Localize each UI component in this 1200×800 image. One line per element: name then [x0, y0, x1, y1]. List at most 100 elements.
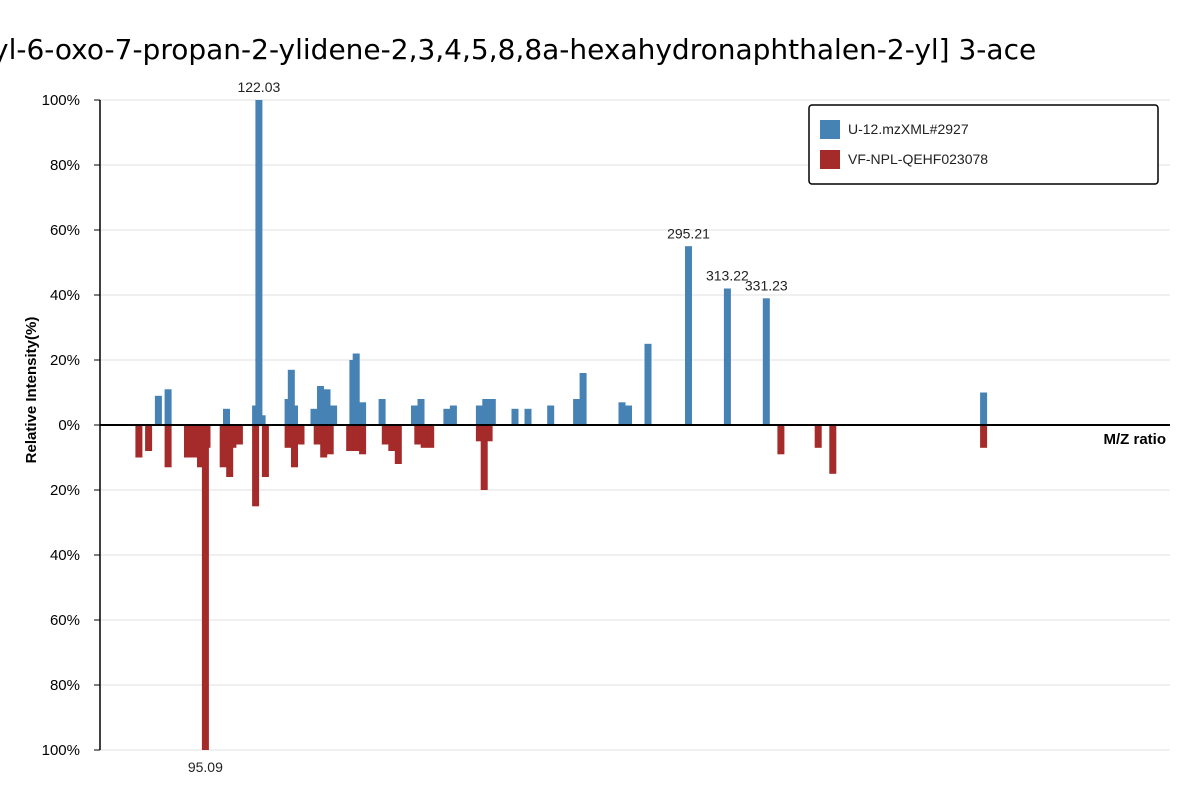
bar-series-1 [511, 408, 519, 426]
bar-series-1 [685, 246, 692, 425]
bar-series-2 [313, 425, 321, 445]
bar-series-1 [475, 405, 483, 425]
bar-series-2 [201, 425, 209, 750]
bar-series-2 [261, 425, 269, 477]
legend-swatch-series-1 [820, 120, 840, 139]
bar-series-2 [480, 425, 488, 490]
peak-label: 122.03 [237, 79, 280, 95]
bar-series-1 [352, 353, 360, 425]
bar-series-2 [184, 425, 191, 458]
bar-series-2 [235, 425, 243, 445]
bar-series-1 [449, 405, 457, 425]
bar-series-1 [488, 399, 496, 425]
y-tick-label: 0% [58, 417, 80, 434]
peak-label: 295.21 [667, 225, 710, 241]
bar-series-2 [320, 425, 328, 458]
bar-series-2 [394, 425, 402, 464]
bar-series-2 [197, 425, 204, 468]
bar-series-1 [317, 386, 324, 425]
bar-series-1 [482, 399, 490, 425]
bar-series-2 [485, 425, 493, 442]
y-tick-label: 20% [50, 352, 80, 369]
bar-series-1 [154, 395, 162, 426]
bar-series-2 [284, 425, 292, 448]
bar-series-2 [346, 425, 354, 451]
bar-series-2 [420, 425, 428, 448]
y-tick-label: 20% [50, 482, 80, 499]
bar-series-1 [164, 389, 172, 426]
bar-series-2 [135, 425, 143, 458]
bar-series-2 [229, 425, 237, 448]
chart-title: yl-6-oxo-7-propan-2-ylidene-2,3,4,5,8,8a… [0, 33, 1200, 66]
bar-series-2 [203, 425, 211, 448]
bar-series-1 [723, 288, 731, 425]
bar-series-1 [625, 405, 632, 425]
bar-series-1 [291, 405, 298, 425]
y-axis-title: Relative Intensity(%) [23, 317, 40, 464]
bar-series-2 [297, 425, 305, 445]
bar-series-1 [644, 343, 652, 426]
bar-series-1 [524, 408, 532, 426]
bar-series-2 [414, 425, 422, 445]
y-tick-label: 100% [42, 92, 80, 109]
bar-series-1 [359, 402, 367, 426]
bars-group [135, 100, 988, 750]
bar-series-1 [330, 405, 338, 425]
bar-series-1 [618, 402, 626, 426]
bar-series-1 [323, 389, 331, 426]
bar-series-1 [573, 399, 581, 425]
bar-series-1 [310, 408, 318, 426]
legend-swatch-series-2 [820, 150, 840, 169]
y-tick-label: 60% [50, 222, 80, 239]
y-tick-label: 60% [50, 612, 80, 629]
bar-series-2 [814, 425, 822, 448]
chart-title-text: yl-6-oxo-7-propan-2-ylidene-2,3,4,5,8,8a… [0, 33, 1037, 66]
y-tick-label: 40% [50, 547, 80, 564]
x-axis-title: M/Z ratio [1104, 431, 1167, 448]
bar-series-2 [427, 425, 435, 448]
bar-series-2 [291, 425, 298, 468]
bar-series-1 [579, 373, 587, 425]
bar-series-1 [547, 405, 555, 425]
y-tick-label: 100% [42, 742, 80, 759]
grid-lines [100, 99, 1170, 751]
legend-label-series-2: VF-NPL-QEHF023078 [848, 151, 988, 167]
bar-series-2 [226, 425, 234, 477]
bar-series-1 [762, 298, 770, 426]
bar-series-2 [252, 425, 260, 507]
bar-series-2 [475, 425, 483, 442]
bar-series-1 [417, 399, 425, 425]
legend-label-series-1: U-12.mzXML#2927 [848, 121, 969, 137]
bar-series-2 [829, 425, 837, 474]
bar-series-2 [145, 425, 153, 451]
bar-series-2 [164, 425, 172, 468]
y-tick-label: 40% [50, 287, 80, 304]
peak-label: 95.09 [188, 759, 223, 775]
y-tick-labels: 100% 80% 60% 40% 20% 0% 20% 40% 60% 80% 100% [42, 92, 100, 759]
bar-series-2 [219, 425, 227, 468]
bar-series-2 [352, 425, 360, 451]
bar-series-1 [287, 369, 295, 426]
bar-series-1 [378, 399, 386, 425]
bar-series-1 [443, 408, 451, 426]
bar-series-2 [326, 425, 334, 455]
bar-series-2 [359, 425, 367, 455]
peak-label: 313.22 [706, 268, 749, 284]
y-tick-label: 80% [50, 677, 80, 694]
peak-label: 331.23 [745, 277, 788, 293]
legend-box [808, 104, 1159, 185]
y-tick-label: 80% [50, 157, 80, 174]
bar-series-1 [980, 392, 988, 425]
bar-series-2 [190, 425, 198, 458]
bar-series-1 [223, 408, 230, 426]
legend: U-12.mzXML#2927 VF-NPL-QEHF023078 [808, 104, 1159, 185]
bar-series-2 [980, 425, 988, 448]
bar-series-2 [388, 425, 396, 451]
bar-series-1 [411, 405, 418, 425]
bar-series-2 [381, 425, 389, 445]
bar-series-2 [777, 425, 785, 455]
bar-series-1 [255, 100, 263, 425]
bar-series-1 [258, 415, 266, 426]
